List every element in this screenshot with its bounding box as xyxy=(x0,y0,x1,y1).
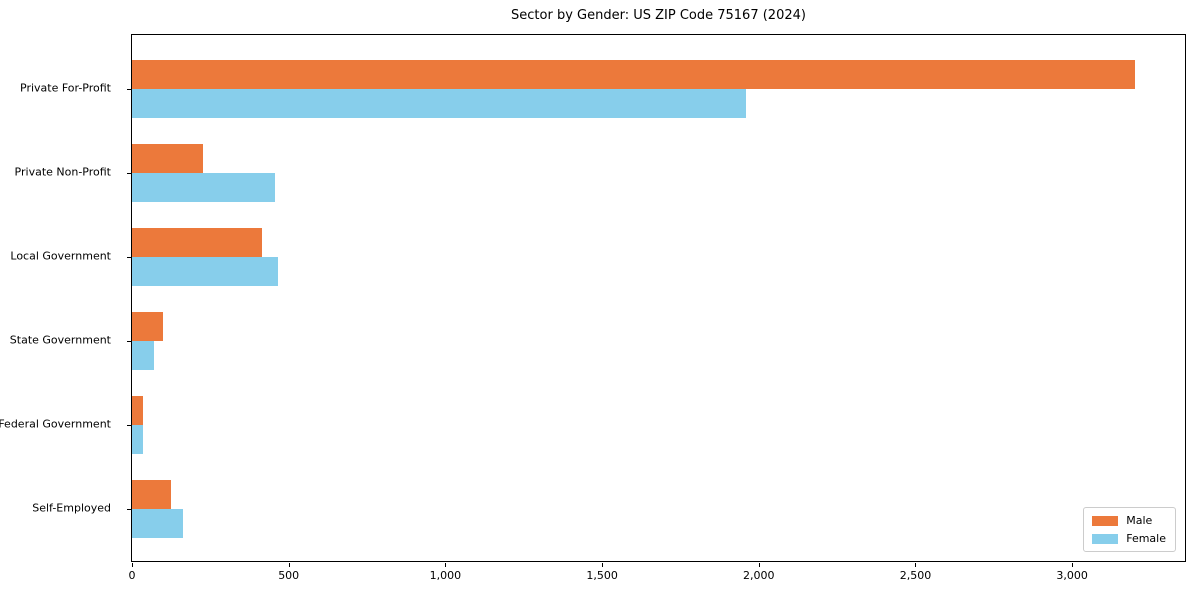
bar-female-state-government xyxy=(132,341,155,370)
bar-male-state-government xyxy=(132,312,164,341)
y-tick-mark xyxy=(127,341,131,342)
y-tick-mark xyxy=(127,257,131,258)
legend-entry-male: Male xyxy=(1092,514,1166,527)
bar-female-self-employed xyxy=(132,509,184,538)
y-tick-label: Private For-Profit xyxy=(20,81,111,95)
y-tick-mark xyxy=(127,425,131,426)
x-tick-label: 1,000 xyxy=(429,569,462,582)
y-tick-label: State Government xyxy=(9,333,111,347)
y-axis-labels: Private For-Profit Private Non-Profit Loca… xyxy=(0,34,121,562)
bar-male-private-non-profit xyxy=(132,144,204,173)
bar-male-private-for-profit xyxy=(132,60,1135,89)
y-tick-mark xyxy=(127,173,131,174)
x-tick-mark xyxy=(288,563,290,567)
bar-female-federal-government xyxy=(132,425,143,454)
y-tick-label: Local Government xyxy=(10,249,111,263)
male-color-swatch xyxy=(1092,515,1119,526)
y-tick-label: Private Non-Profit xyxy=(14,165,111,179)
bar-female-local-government xyxy=(132,257,278,286)
plot-area: 0 500 1,000 1,500 2,000 2,500 3,000 Male Femal… xyxy=(127,34,1186,582)
female-color-swatch xyxy=(1092,533,1119,544)
y-tick-mark xyxy=(127,509,131,510)
bar-female-private-for-profit xyxy=(132,89,747,118)
legend-label-male: Male xyxy=(1126,514,1153,527)
chart-title: Sector by Gender: US ZIP Code 75167 (202… xyxy=(511,8,806,23)
x-tick-label: 0 xyxy=(128,569,136,582)
x-tick-mark xyxy=(602,563,604,567)
x-tick-label: 1,500 xyxy=(586,569,618,582)
x-tick-mark xyxy=(132,563,133,567)
y-tick-mark xyxy=(127,89,131,90)
x-tick-mark xyxy=(1072,563,1074,567)
x-tick-label: 2,500 xyxy=(899,569,932,582)
x-tick-mark xyxy=(445,563,447,567)
legend-entry-female: Female xyxy=(1092,532,1166,545)
x-tick-label: 500 xyxy=(278,569,300,582)
y-tick-label: Self-Employed xyxy=(32,501,111,515)
bar-male-federal-government xyxy=(132,396,143,425)
x-tick-mark xyxy=(915,563,917,567)
legend-label-female: Female xyxy=(1126,532,1166,545)
legend: Male Female xyxy=(1083,507,1176,552)
bar-male-self-employed xyxy=(132,480,171,509)
x-tick-label: 3,000 xyxy=(1056,569,1088,582)
x-tick-mark xyxy=(758,563,760,567)
bar-male-local-government xyxy=(132,228,263,257)
bar-female-private-non-profit xyxy=(132,173,276,202)
y-tick-label: Federal Government xyxy=(0,417,111,431)
x-tick-label: 2,000 xyxy=(743,569,775,582)
